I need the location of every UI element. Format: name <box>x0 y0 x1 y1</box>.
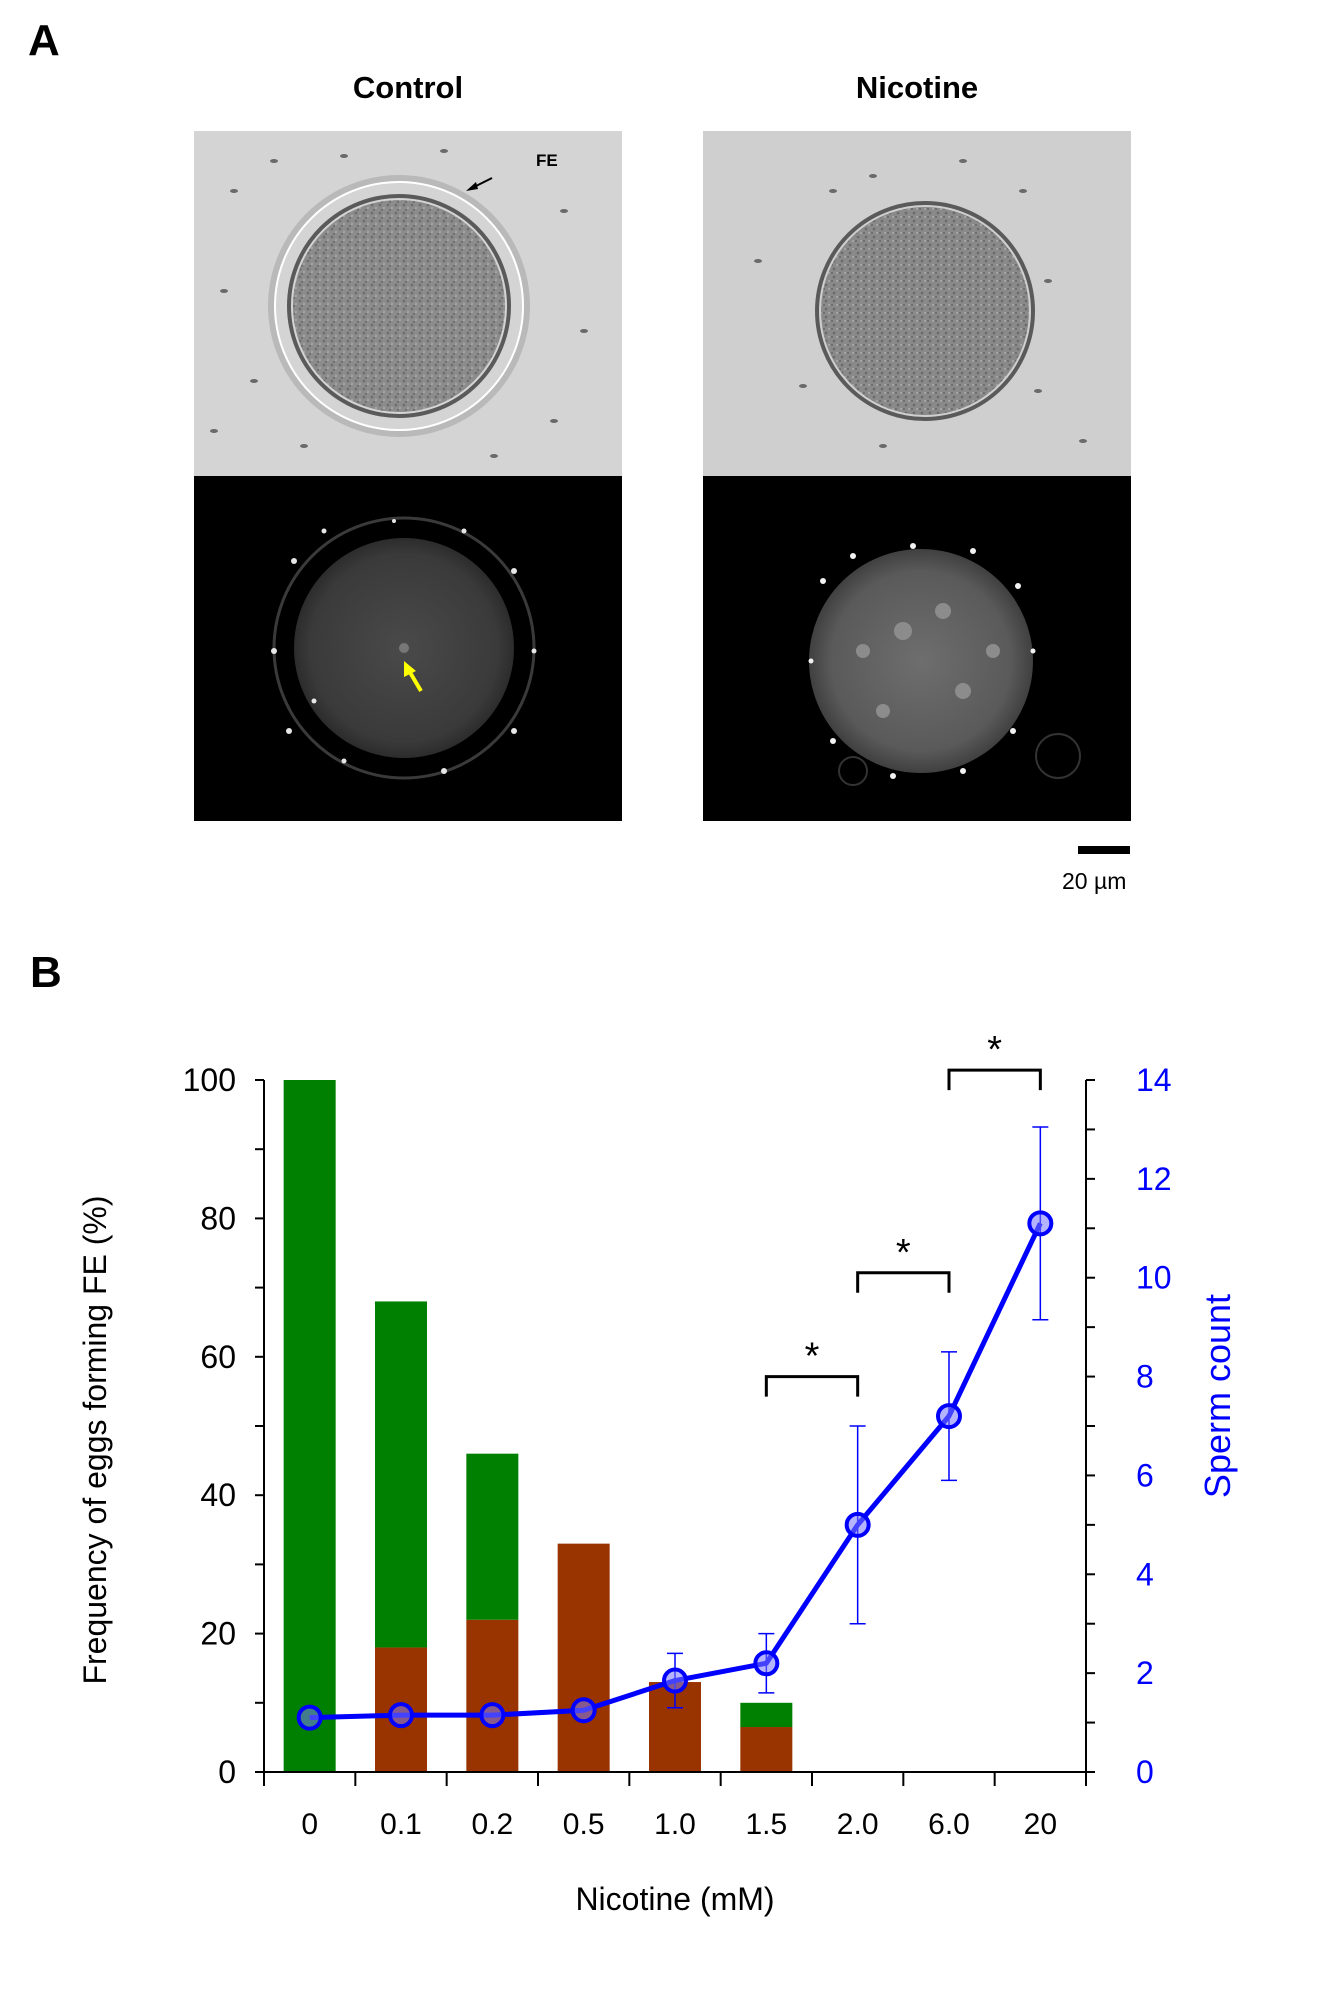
significance-star-2: * <box>987 1029 1002 1071</box>
fe-sperm-chart: 0 20 40 60 80 100 0 2 4 6 8 10 12 14 0 0.1 0.2 0.5 1.0 1.5 2… <box>77 1029 1238 1917</box>
x-tick-label-6: 2.0 <box>837 1808 879 1841</box>
sperm-count-point-7 <box>936 1403 962 1430</box>
nicotine-micrograph <box>703 131 1131 821</box>
left-tick-label: 0 <box>218 1754 236 1790</box>
x-tick-label-8: 20 <box>1024 1808 1057 1841</box>
sperm-count-point-0 <box>296 1704 323 1731</box>
control-micrograph: FE <box>194 131 622 821</box>
sperm-count-point-1 <box>388 1702 414 1729</box>
right-tick-label: 12 <box>1136 1161 1172 1197</box>
left-tick-label: 80 <box>200 1200 236 1236</box>
fe-label: FE <box>536 151 558 170</box>
x-axis-title: Nicotine (mM) <box>575 1881 774 1917</box>
nicotine-title: Nicotine <box>855 70 979 105</box>
significance-bracket-1 <box>856 1271 951 1293</box>
bar-fe-2 <box>466 1453 519 1620</box>
sperm-count-point-6 <box>844 1511 871 1538</box>
x-tick-label-4: 1.0 <box>654 1808 696 1841</box>
sperm-count-point-8 <box>1027 1210 1054 1237</box>
sperm-count-point-4 <box>662 1667 688 1694</box>
sperm-count-point-2 <box>479 1702 506 1729</box>
significance-star-0: * <box>805 1336 820 1378</box>
right-tick-label: 14 <box>1136 1062 1172 1098</box>
x-tick-label-2: 0.2 <box>471 1808 513 1841</box>
left-tick-label: 100 <box>183 1062 236 1098</box>
x-tick-label-0: 0 <box>301 1808 318 1841</box>
left-axis-title: Frequency of eggs forming FE (%) <box>77 1195 113 1684</box>
right-tick-label: 4 <box>1136 1556 1154 1592</box>
panel-b-letter: B <box>30 948 62 997</box>
significance-bracket-2 <box>947 1068 1042 1091</box>
x-tick-label-7: 6.0 <box>928 1808 970 1841</box>
scale-bar <box>1078 846 1130 854</box>
control-title: Control <box>352 70 464 105</box>
panel-a-letter: A <box>28 16 60 65</box>
fertilization-envelope <box>268 175 530 437</box>
right-tick-label: 6 <box>1136 1457 1154 1493</box>
x-tick-label-3: 0.5 <box>563 1808 605 1841</box>
bar-no-fe-3 <box>557 1543 610 1772</box>
bar-no-fe-5 <box>740 1727 793 1772</box>
egg-cell <box>821 207 1029 415</box>
bar-fe-5 <box>740 1702 793 1728</box>
right-axis-title: Sperm count <box>1197 1294 1238 1498</box>
sperm-count-point-3 <box>570 1697 597 1724</box>
bar-no-fe-2 <box>466 1619 519 1772</box>
x-tick-label-1: 0.1 <box>380 1808 422 1841</box>
left-tick-label: 60 <box>200 1339 236 1375</box>
bar-fe-1 <box>375 1301 427 1648</box>
right-tick-label: 10 <box>1136 1260 1172 1296</box>
right-tick-label: 8 <box>1136 1359 1154 1395</box>
significance-star-1: * <box>896 1232 911 1274</box>
x-tick-label-5: 1.5 <box>745 1808 787 1841</box>
egg-cell <box>293 200 505 412</box>
significance-bracket-0 <box>764 1375 860 1397</box>
scale-bar-label: 20 µm <box>1062 868 1127 894</box>
left-tick-label: 20 <box>200 1616 236 1652</box>
bar-fe-0 <box>283 1080 336 1772</box>
sperm-count-point-5 <box>753 1650 780 1677</box>
left-tick-label: 40 <box>200 1477 236 1513</box>
right-tick-label: 2 <box>1136 1655 1154 1691</box>
right-tick-label: 0 <box>1136 1754 1154 1790</box>
egg-fluorescence <box>809 549 1033 773</box>
